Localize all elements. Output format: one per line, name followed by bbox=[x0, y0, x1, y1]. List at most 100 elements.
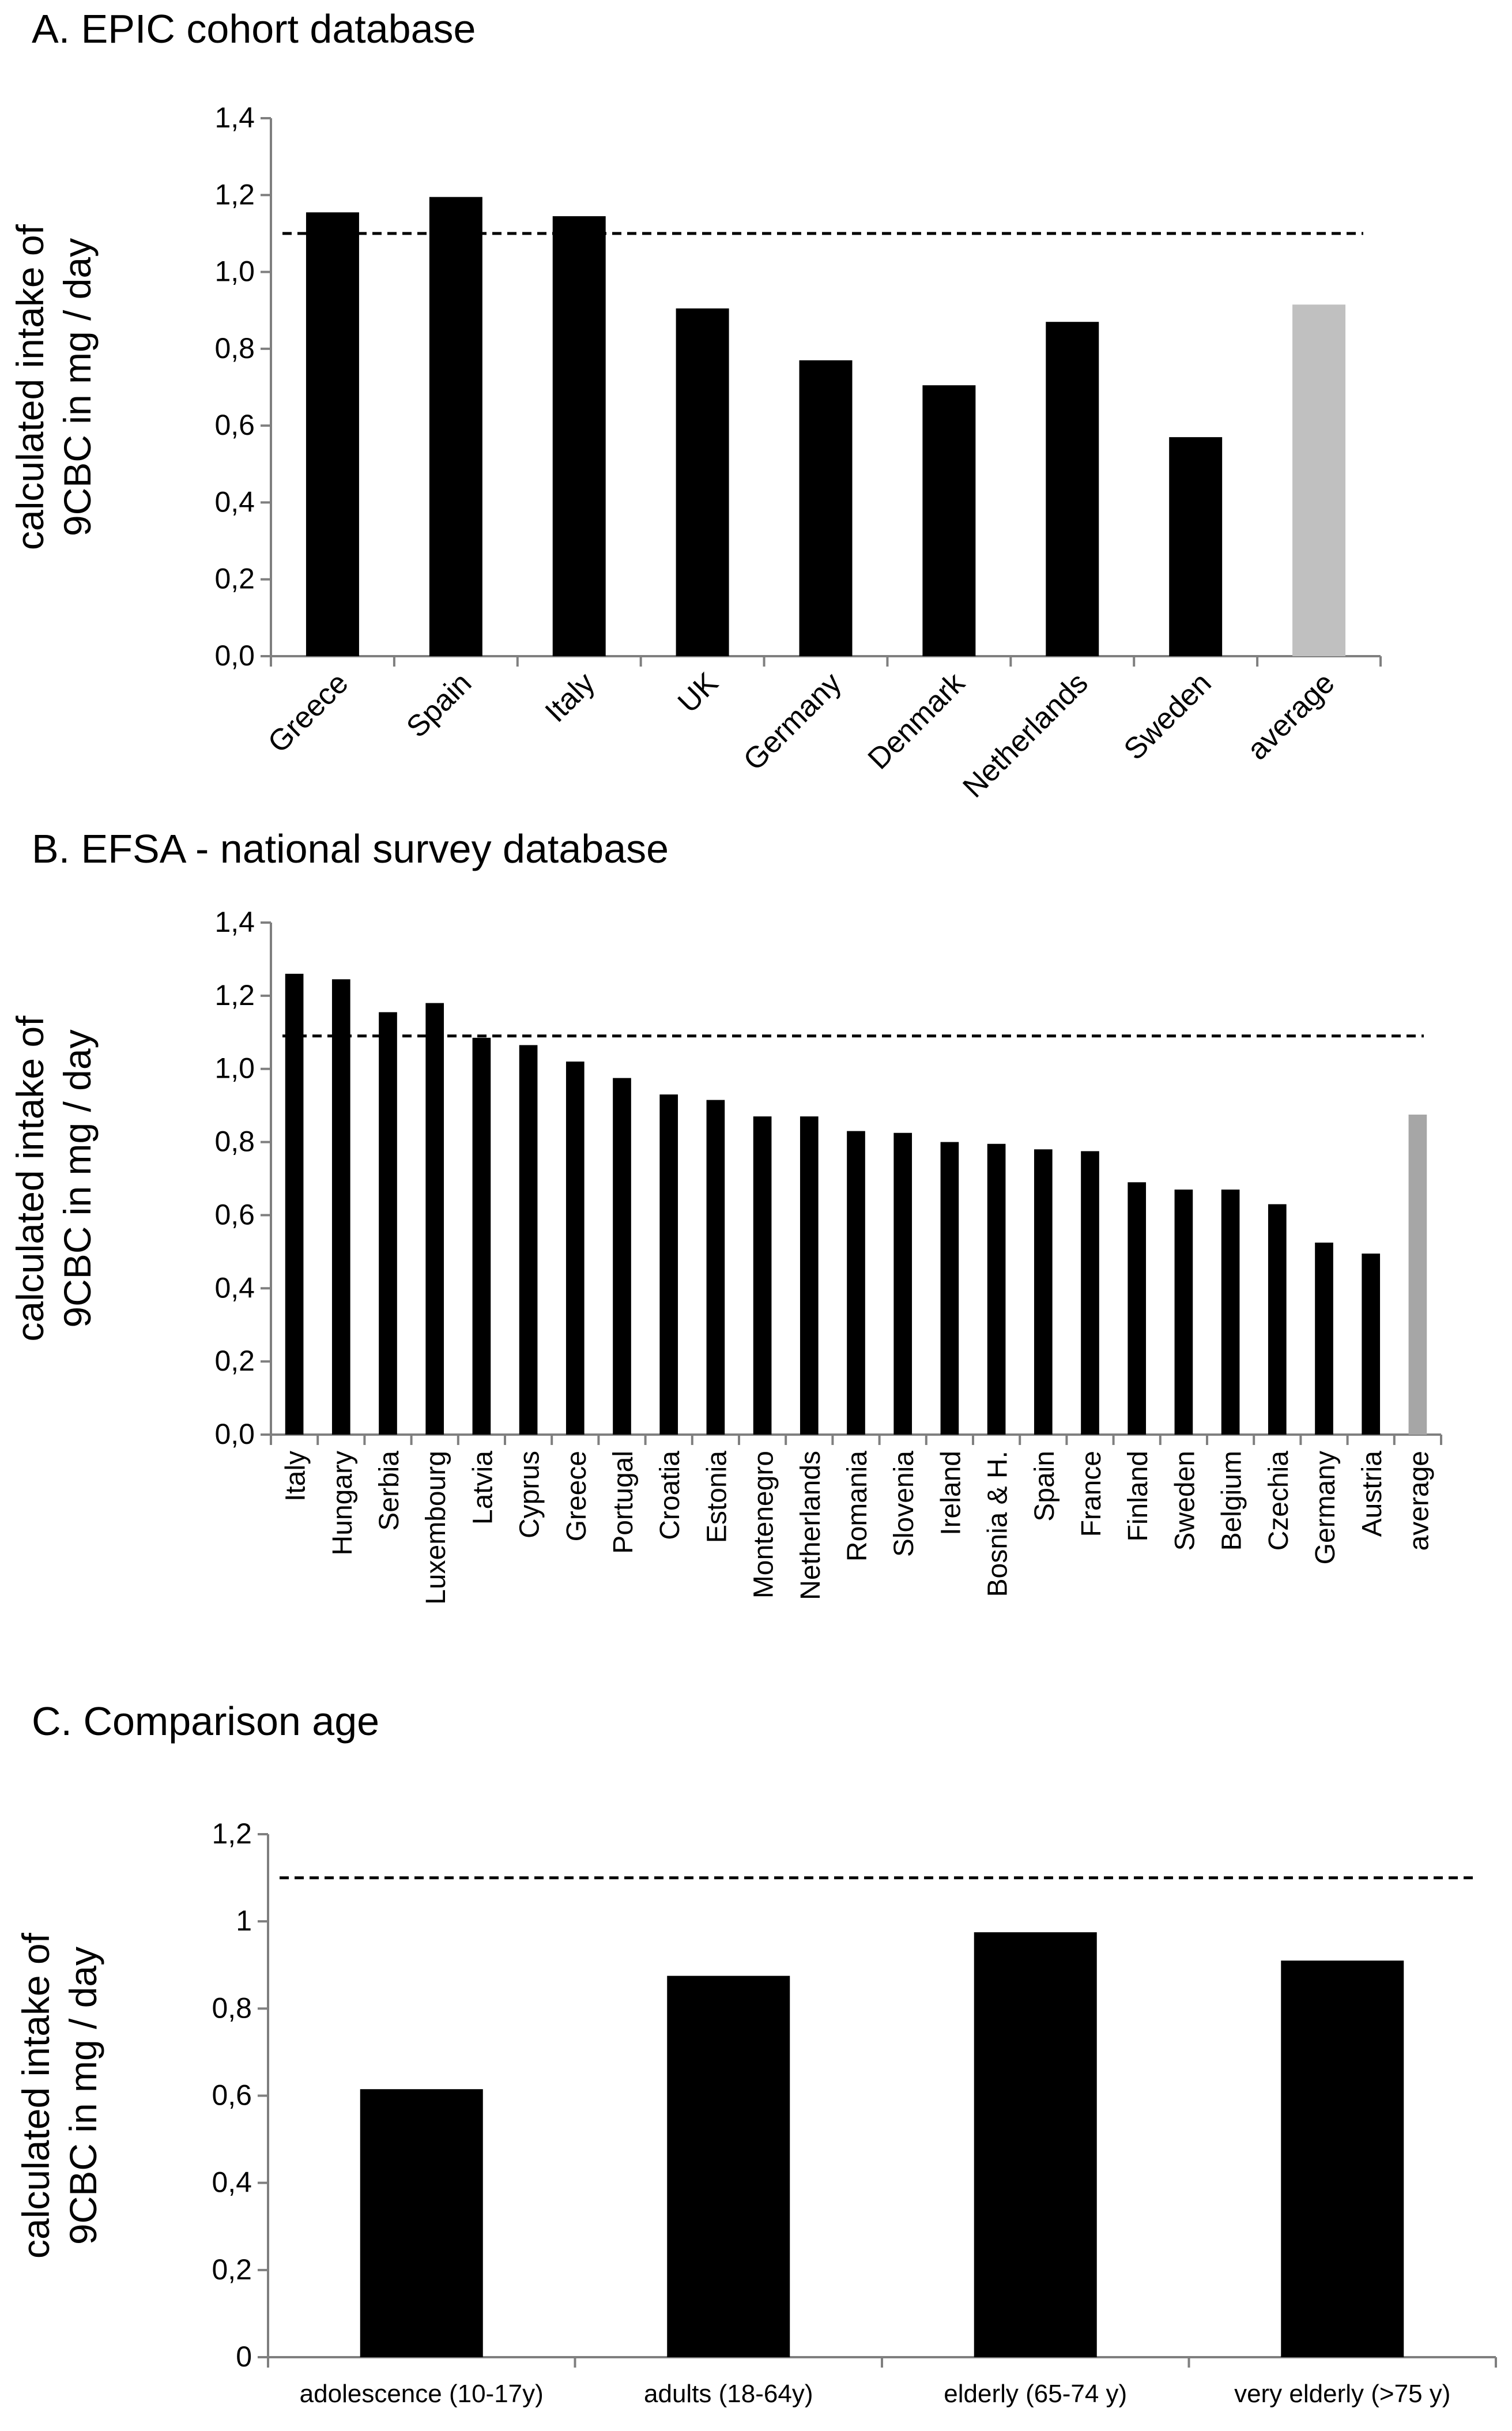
bar-belgium bbox=[1221, 1190, 1240, 1435]
bar-elderly-65-74-y- bbox=[974, 1932, 1097, 2357]
bar-montenegro bbox=[753, 1116, 772, 1435]
bar-germany bbox=[799, 360, 853, 656]
y-tick-label: 0,8 bbox=[214, 1126, 255, 1158]
y-tick-label: 0 bbox=[236, 2340, 252, 2373]
bar-latvia bbox=[472, 1037, 491, 1435]
bar-slovenia bbox=[893, 1132, 913, 1435]
bar-bosnia-h- bbox=[987, 1143, 1006, 1435]
x-tick-label: Austria bbox=[1357, 1451, 1387, 1537]
y-tick-label: 0,4 bbox=[214, 1271, 255, 1304]
x-tick-label: Finland bbox=[1123, 1451, 1153, 1541]
y-tick-label: 1,4 bbox=[214, 101, 255, 134]
x-tick-label: UK bbox=[672, 666, 725, 719]
x-tick-label: Hungary bbox=[327, 1451, 358, 1555]
bar-croatia bbox=[659, 1094, 678, 1435]
chart-c: calculated intake of 9CBC in mg / day 0 0,2… bbox=[14, 1817, 1497, 2408]
x-tick-label: Luxembourg bbox=[421, 1451, 451, 1605]
x-tick-label: Italy bbox=[281, 1451, 311, 1502]
x-tick-label: Ireland bbox=[936, 1451, 966, 1536]
x-tick-label: Sweden bbox=[1118, 666, 1218, 766]
bar-germany bbox=[1315, 1243, 1333, 1435]
y-tick-label: 0,6 bbox=[214, 409, 255, 441]
y-tick-label: 0,6 bbox=[212, 2079, 252, 2112]
y-axis-label: calculated intake of bbox=[9, 224, 51, 550]
bar-austria bbox=[1362, 1254, 1381, 1435]
bar-sweden bbox=[1169, 437, 1223, 656]
y-tick-label: 1,4 bbox=[214, 906, 255, 938]
x-tick-label: elderly (65-74 y) bbox=[944, 2380, 1127, 2408]
x-tick-label: Spain bbox=[400, 666, 478, 744]
x-tick-label: Denmark bbox=[862, 666, 972, 776]
y-tick-label: 0,0 bbox=[214, 1418, 255, 1450]
x-tick-label: average bbox=[1404, 1451, 1434, 1551]
x-tick-label: France bbox=[1076, 1451, 1107, 1537]
y-tick-label: 1 bbox=[236, 1905, 252, 1937]
y-tick-label: 0,8 bbox=[212, 1992, 252, 2024]
x-tick-label: Sweden bbox=[1170, 1451, 1200, 1551]
bar-italy bbox=[552, 216, 606, 656]
y-axis-label: 9CBC in mg / day bbox=[62, 1947, 104, 2245]
panel-a: A. EPIC cohort database calculated intak… bbox=[0, 0, 1512, 825]
y-tick-label: 0,8 bbox=[214, 332, 255, 364]
chart-title: C. Comparison age bbox=[32, 1699, 380, 1744]
bar-greece bbox=[306, 212, 359, 656]
bar-finland bbox=[1128, 1182, 1147, 1435]
chart-a: calculated intake of 9CBC in mg / day 0,0 0… bbox=[9, 101, 1382, 804]
bar-uk bbox=[676, 308, 729, 656]
x-tick-label: Romania bbox=[842, 1451, 873, 1561]
y-axis-label: calculated intake of bbox=[9, 1015, 51, 1342]
y-tick-label: 0,4 bbox=[212, 2166, 252, 2199]
x-tick-label: Spain bbox=[1030, 1451, 1060, 1522]
panel-b: B. EFSA - national survey database calcu… bbox=[0, 825, 1512, 1655]
x-tick-label: Germany bbox=[1310, 1451, 1341, 1564]
bar-adults-18-64y- bbox=[667, 1975, 790, 2357]
bar-czechia bbox=[1268, 1204, 1287, 1435]
panel-c: C. Comparison age calculated intake of 9C… bbox=[0, 1655, 1512, 2431]
bar-ireland bbox=[940, 1142, 959, 1435]
x-tick-label: very elderly (>75 y) bbox=[1234, 2380, 1450, 2408]
y-tick-label: 0,4 bbox=[214, 486, 255, 518]
chart-b: calculated intake of 9CBC in mg / day 0,0 0… bbox=[9, 906, 1442, 1605]
y-tick-label: 1,2 bbox=[214, 178, 255, 210]
x-tick-label: Belgium bbox=[1217, 1451, 1247, 1551]
chart-title: A. EPIC cohort database bbox=[32, 6, 476, 51]
x-tick-label: Serbia bbox=[374, 1451, 405, 1531]
y-tick-label: 1,0 bbox=[214, 1052, 255, 1085]
x-tick-label: Portugal bbox=[608, 1451, 639, 1554]
y-tick-label: 0,0 bbox=[214, 639, 255, 672]
x-tick-label: Latvia bbox=[467, 1451, 498, 1525]
x-tick-label: Estonia bbox=[702, 1451, 732, 1543]
bar-denmark bbox=[922, 385, 976, 656]
y-tick-label: 1,2 bbox=[212, 1817, 252, 1850]
x-tick-label: Greece bbox=[561, 1451, 592, 1541]
x-tick-label: average bbox=[1241, 666, 1341, 766]
bar-very-elderly-75-y- bbox=[1281, 1960, 1404, 2357]
y-tick-label: 0,6 bbox=[214, 1198, 255, 1230]
x-tick-label: Montenegro bbox=[749, 1451, 779, 1598]
y-tick-label: 0,2 bbox=[212, 2253, 252, 2286]
chart-title: B. EFSA - national survey database bbox=[32, 826, 669, 871]
bar-spain bbox=[1034, 1149, 1053, 1435]
bar-spain bbox=[429, 197, 482, 656]
y-tick-label: 1,2 bbox=[214, 979, 255, 1011]
x-tick-label: Netherlands bbox=[795, 1451, 826, 1600]
y-tick-label: 0,2 bbox=[214, 563, 255, 595]
x-tick-label: Germany bbox=[737, 666, 848, 777]
bar-serbia bbox=[379, 1012, 397, 1435]
y-tick-label: 0,2 bbox=[214, 1345, 255, 1377]
y-tick-label: 1,0 bbox=[214, 255, 255, 288]
y-axis-label: 9CBC in mg / day bbox=[56, 1029, 99, 1327]
x-tick-label: Czechia bbox=[1264, 1451, 1294, 1551]
bar-estonia bbox=[706, 1100, 725, 1435]
x-tick-label: adolescence (10-17y) bbox=[300, 2380, 544, 2408]
x-tick-label: Netherlands bbox=[956, 666, 1094, 804]
bar-italy bbox=[285, 973, 304, 1435]
bar-netherlands bbox=[800, 1116, 819, 1435]
bar-portugal bbox=[613, 1078, 631, 1435]
bar-hungary bbox=[331, 979, 350, 1435]
bar-average bbox=[1292, 304, 1346, 656]
x-tick-label: Croatia bbox=[655, 1451, 685, 1540]
x-tick-label: adults (18-64y) bbox=[644, 2380, 813, 2408]
bar-netherlands bbox=[1046, 322, 1099, 656]
bar-greece bbox=[565, 1062, 585, 1435]
